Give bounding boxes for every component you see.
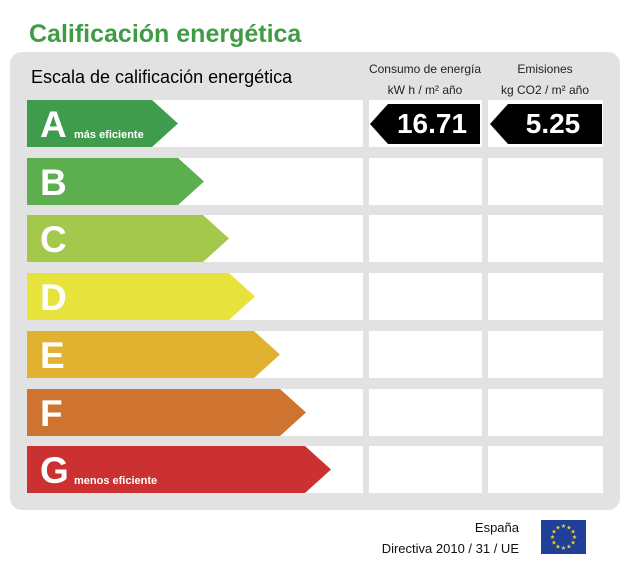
class-label-a: más eficiente: [74, 129, 144, 141]
class-arrow-g: [27, 446, 331, 493]
consumo-cell: [369, 158, 482, 205]
svg-text:★: ★: [555, 524, 560, 531]
svg-text:★: ★: [561, 545, 566, 552]
class-arrow-e: [27, 331, 280, 378]
class-letter-f: F: [40, 393, 63, 434]
svg-text:★: ★: [566, 524, 571, 531]
consumo-badge: 16.71: [370, 104, 480, 144]
class-letter-e: E: [40, 335, 65, 376]
class-arrow-f: [27, 389, 306, 436]
svg-text:★: ★: [561, 523, 566, 530]
class-letter-c: C: [40, 219, 67, 260]
class-arrow-d: [27, 273, 255, 320]
emisiones-header-line1: Emisiones: [517, 62, 573, 76]
svg-text:★: ★: [570, 540, 575, 547]
svg-text:★: ★: [551, 529, 556, 536]
consumo-value: 16.71: [396, 108, 468, 139]
emisiones-cell: [488, 158, 603, 205]
consumo-header-line1: Consumo de energía: [368, 62, 482, 76]
class-arrow-c: [27, 215, 229, 262]
class-letter-d: D: [40, 277, 67, 318]
consumo-header-line2: kW h / m² año: [387, 83, 463, 97]
svg-text:★: ★: [550, 534, 555, 541]
scale-title: Escala de calificación energética: [31, 67, 293, 87]
class-letter-a: A: [40, 104, 67, 145]
consumo-cell: [369, 215, 482, 262]
emisiones-header-line2: kg CO2 / m² año: [500, 83, 590, 97]
class-arrow-b: [27, 158, 204, 205]
emisiones-badge: 5.25: [490, 104, 602, 144]
emisiones-value: 5.25: [525, 108, 581, 139]
consumo-cell: [369, 331, 482, 378]
class-label-g: menos eficiente: [74, 475, 158, 487]
footer-country: España: [474, 520, 519, 535]
emisiones-cell: [488, 215, 603, 262]
footer-directive: Directiva 2010 / 31 / UE: [381, 541, 519, 556]
eu-flag-icon: ★ ★ ★ ★ ★ ★ ★ ★ ★ ★ ★ ★: [541, 520, 586, 554]
class-letter-b: B: [40, 162, 67, 203]
class-arrow-a: [27, 100, 178, 147]
consumo-cell: [369, 273, 482, 320]
emisiones-cell: [488, 331, 603, 378]
consumo-cell: [369, 446, 482, 493]
emisiones-cell: [488, 273, 603, 320]
svg-text:★: ★: [566, 544, 571, 551]
emisiones-cell: [488, 389, 603, 436]
svg-text:★: ★: [551, 540, 556, 547]
svg-text:★: ★: [555, 544, 560, 551]
page-title: Calificación energética: [29, 20, 302, 48]
consumo-cell: [369, 389, 482, 436]
emisiones-cell: [488, 446, 603, 493]
class-letter-g: G: [40, 450, 69, 491]
svg-text:★: ★: [572, 534, 577, 541]
svg-text:★: ★: [570, 529, 575, 536]
